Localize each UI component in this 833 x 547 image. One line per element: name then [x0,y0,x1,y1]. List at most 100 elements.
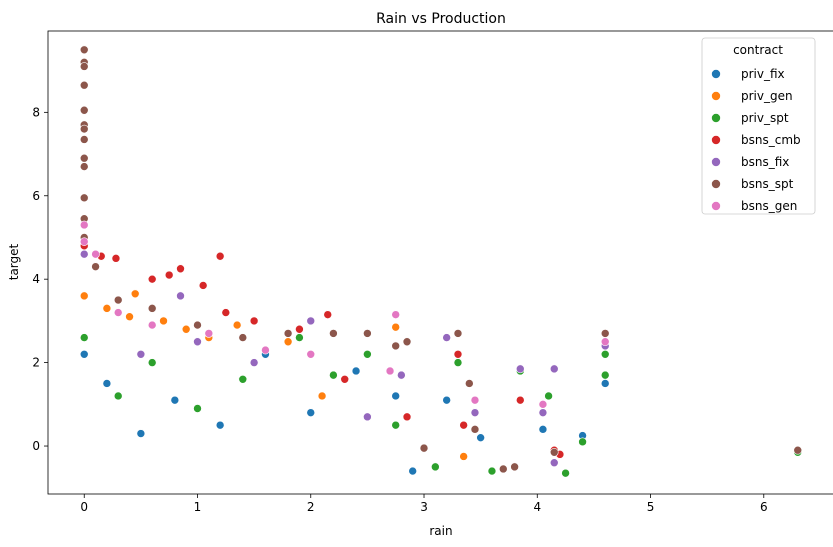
data-point [170,395,180,405]
data-point [515,395,525,405]
data-point [111,254,121,263]
data-point [329,329,338,338]
data-point [232,320,242,330]
data-point [159,316,168,326]
data-point [283,329,293,338]
legend-label: bsns_gen [741,199,797,213]
x-axis-label: rain [429,524,452,538]
x-tick-label: 2 [307,500,315,514]
legend-marker [711,69,721,79]
legend-title: contract [733,43,783,57]
data-point [238,374,248,384]
data-point [147,358,157,367]
legend-item-priv_spt: priv_spt [711,111,789,125]
data-point [221,308,231,317]
data-point [578,437,587,447]
data-point [431,462,440,472]
series-priv_fix [79,341,610,476]
data-point [453,349,463,359]
legend-label: bsns_spt [741,177,794,191]
y-axis: 0 2 4 6 8 [32,105,48,453]
data-point [465,379,474,388]
legend-label: priv_spt [741,111,789,125]
legend-item-bsns_gen: bsns_gen [711,199,797,213]
legend-label: priv_gen [741,89,793,103]
data-point [306,349,316,359]
data-point [79,193,89,203]
legend-label: priv_fix [741,67,785,81]
data-point [561,468,570,478]
data-point [91,249,100,259]
data-point [397,370,406,380]
legend-label: bsns_fix [741,155,789,169]
data-point [215,420,225,430]
data-point [79,220,89,230]
y-tick-label: 2 [32,356,40,370]
series-priv_gen [79,289,468,461]
x-tick-label: 5 [647,500,655,514]
data-point [549,458,559,468]
data-point [317,391,327,401]
legend-item-bsns_spt: bsns_spt [711,177,794,191]
data-point [391,391,400,401]
data-point [391,341,400,351]
data-point [600,329,610,338]
legend-marker [711,201,721,211]
data-point [79,291,89,301]
series-bsns_gen [79,220,610,409]
y-tick-label: 0 [32,439,40,453]
y-tick-label: 6 [32,189,40,203]
data-point [549,364,559,374]
series-bsns_spt [79,45,803,474]
data-point [402,412,412,422]
data-point [600,379,610,388]
data-point [340,374,350,384]
legend-box [701,37,816,215]
data-point [130,289,140,299]
data-point [136,349,146,359]
legend-marker [711,135,721,145]
legend-marker [711,157,721,167]
data-point [549,447,559,457]
data-point [470,395,480,405]
data-point [91,262,100,271]
x-tick-label: 3 [420,500,428,514]
data-point [79,124,89,134]
data-point [363,349,372,359]
x-tick-label: 6 [760,500,768,514]
data-point [249,316,259,326]
data-point [215,251,225,261]
data-point [283,337,293,347]
data-point [295,333,304,342]
data-point [204,329,214,338]
data-point [181,324,191,334]
x-tick-label: 1 [194,500,202,514]
data-point [453,358,463,367]
data-point [113,308,123,317]
data-point [538,425,548,434]
data-point [79,349,89,359]
data-point [136,429,146,438]
data-point [498,464,508,474]
data-point [113,391,123,401]
x-axis: 0 1 2 3 4 5 6 [80,494,768,514]
data-point [402,337,412,347]
legend-label: bsns_cmb [741,133,801,147]
data-point [113,295,123,305]
data-point [391,310,400,319]
legend-item-priv_gen: priv_gen [711,89,793,103]
data-point [176,291,185,301]
data-point [147,304,157,313]
data-point [193,320,202,330]
data-point [408,466,417,476]
data-point [453,329,463,338]
chart-title: Rain vs Production [376,11,506,27]
legend-item-bsns_cmb: bsns_cmb [711,133,801,147]
legend-marker [711,113,721,123]
data-point [363,412,372,422]
data-point [351,366,361,376]
data-point [198,281,208,290]
data-point [193,404,202,413]
x-tick-label: 4 [533,500,541,514]
